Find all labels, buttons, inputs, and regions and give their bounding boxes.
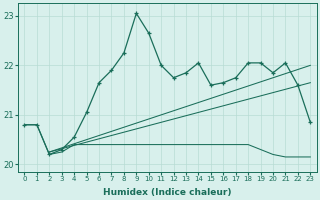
X-axis label: Humidex (Indice chaleur): Humidex (Indice chaleur): [103, 188, 232, 197]
